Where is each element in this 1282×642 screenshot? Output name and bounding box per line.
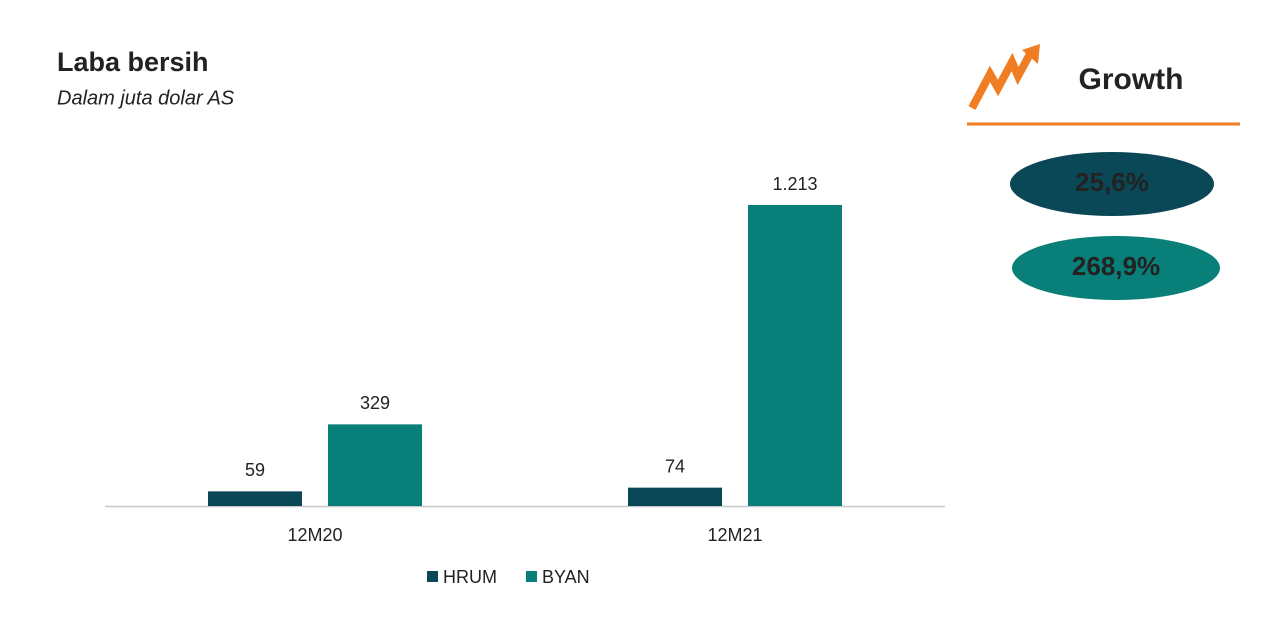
growth-value: 25,6% <box>1075 167 1149 197</box>
growth-panel: Growth <box>967 44 1240 126</box>
legend-label: BYAN <box>542 567 590 587</box>
x-tick-label: 12M21 <box>707 525 762 545</box>
growth-badge <box>1012 236 1220 300</box>
chart-subtitle: Dalam juta dolar AS <box>57 87 235 109</box>
x-tick-label: 12M20 <box>287 525 342 545</box>
chart-title: Laba bersih <box>57 47 209 77</box>
growth-title: Growth <box>1079 63 1184 96</box>
bar <box>328 424 422 506</box>
growth-icon <box>968 52 1034 110</box>
legend-swatch <box>526 571 537 582</box>
legend-label: HRUM <box>443 567 497 587</box>
data-label: 1.213 <box>772 174 817 194</box>
growth-badge <box>1010 152 1214 216</box>
bar <box>748 205 842 506</box>
bar <box>208 491 302 506</box>
growth-icon-head <box>1022 44 1040 64</box>
data-label: 329 <box>360 393 390 413</box>
data-label: 74 <box>665 456 685 476</box>
bar <box>628 487 722 506</box>
growth-value: 268,9% <box>1072 251 1160 281</box>
data-label: 59 <box>245 460 265 480</box>
legend-swatch <box>427 571 438 582</box>
